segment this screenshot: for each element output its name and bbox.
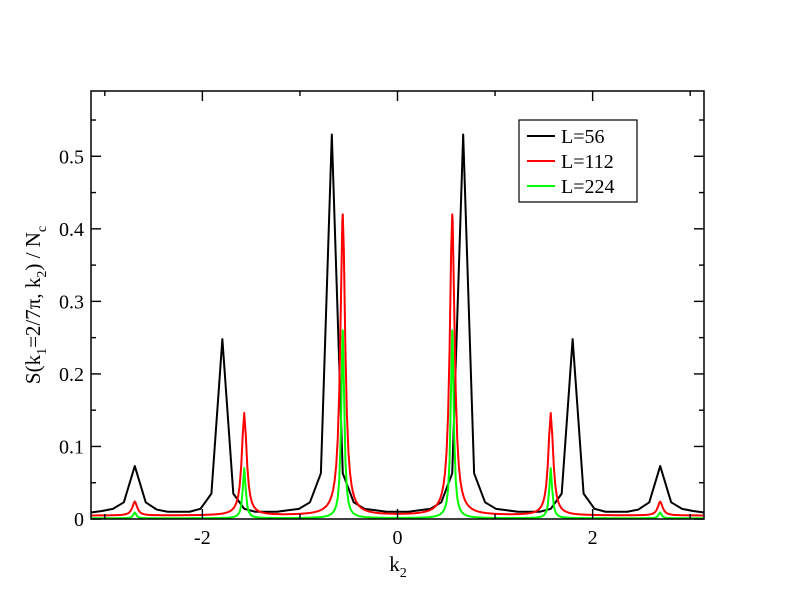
x-tick-label: -2 <box>194 527 211 549</box>
x-tick-label: 2 <box>588 527 598 549</box>
legend: L=56 L=112 L=224 <box>518 119 638 203</box>
legend-entry-label: L=112 <box>561 151 614 173</box>
y-tick-label: 0.3 <box>59 291 84 313</box>
y-tick-label: 0 <box>74 509 84 531</box>
legend-entry-label: L=224 <box>561 176 615 198</box>
y-tick-label: 0.5 <box>59 146 84 168</box>
y-tick-label: 0.4 <box>59 219 84 241</box>
label-layer: k2 S(k1=2/7π, k2) / Nc <box>21 226 407 581</box>
x-tick-label: 0 <box>393 527 403 549</box>
y-axis-label: S(k1=2/7π, k2) / Nc <box>21 226 50 384</box>
y-tick-label: 0.2 <box>59 364 84 386</box>
y-tick-label: 0.1 <box>59 436 84 458</box>
x-axis-label: k2 <box>389 552 407 581</box>
legend-entry-label: L=56 <box>561 126 605 148</box>
tick-layer: -2 0 2 0 0.1 0.2 0.3 0.4 0.5 <box>59 91 704 549</box>
